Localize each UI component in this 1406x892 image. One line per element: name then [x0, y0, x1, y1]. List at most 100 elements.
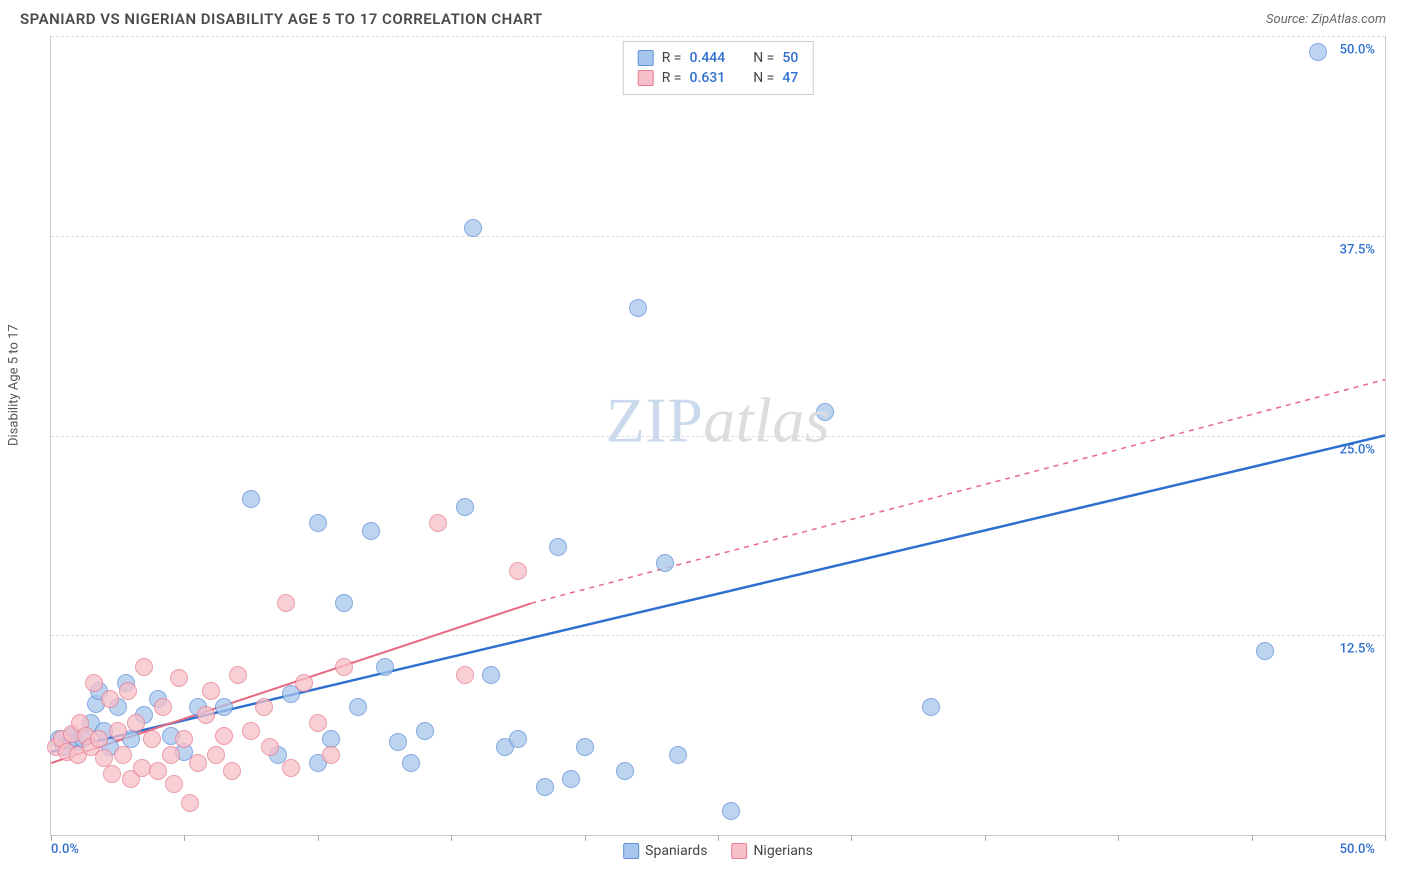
data-point	[656, 554, 674, 572]
data-point	[362, 522, 380, 540]
y-tick-label: 50.0%	[1340, 43, 1375, 58]
data-point	[181, 794, 199, 812]
data-point	[429, 514, 447, 532]
data-point	[456, 498, 474, 516]
correlation-scatter-chart: ZIPatlas R =0.444N =50R =0.631N =47 0.0%…	[50, 36, 1386, 836]
chart-source: Source: ZipAtlas.com	[1266, 12, 1386, 27]
data-point	[722, 802, 740, 820]
data-point	[127, 714, 145, 732]
data-point	[215, 698, 233, 716]
data-point	[162, 746, 180, 764]
data-point	[536, 778, 554, 796]
chart-title: SPANIARD VS NIGERIAN DISABILITY AGE 5 TO…	[20, 10, 543, 28]
data-point	[90, 730, 108, 748]
x-tick	[51, 835, 52, 841]
gridline	[51, 236, 1385, 237]
data-point	[456, 666, 474, 684]
legend-stat-row: R = 0.631 N = 47	[638, 68, 799, 88]
data-point	[197, 706, 215, 724]
data-point	[85, 674, 103, 692]
data-point	[295, 674, 313, 692]
data-point	[242, 722, 260, 740]
data-point	[629, 299, 647, 317]
data-point	[189, 754, 207, 772]
x-tick	[184, 835, 185, 841]
x-tick	[451, 835, 452, 841]
x-tick	[718, 835, 719, 841]
data-point	[669, 746, 687, 764]
n-value: 47	[782, 70, 798, 86]
data-point	[376, 658, 394, 676]
data-point	[482, 666, 500, 684]
data-point	[335, 594, 353, 612]
data-point	[101, 690, 119, 708]
legend-series-item: Spaniards	[623, 843, 707, 859]
gridline	[51, 635, 1385, 636]
data-point	[1309, 43, 1327, 61]
legend-stat-row: R =0.444N =50	[638, 48, 799, 68]
data-point	[309, 514, 327, 532]
data-point	[149, 762, 167, 780]
y-tick-label: 25.0%	[1340, 442, 1375, 457]
data-point	[135, 658, 153, 676]
series-legend: Spaniards Nigerians	[623, 843, 813, 859]
data-point	[143, 730, 161, 748]
legend-swatch	[623, 843, 639, 859]
data-point	[277, 594, 295, 612]
data-point	[242, 490, 260, 508]
data-point	[103, 765, 121, 783]
data-point	[335, 658, 353, 676]
data-point	[170, 669, 188, 687]
n-value: 50	[782, 50, 798, 66]
x-tick	[1118, 835, 1119, 841]
data-point	[175, 730, 193, 748]
n-label: N =	[753, 70, 774, 86]
data-point	[816, 403, 834, 421]
x-tick	[1385, 835, 1386, 841]
data-point	[309, 714, 327, 732]
r-value: 0.631	[690, 70, 726, 86]
gridline	[51, 36, 1385, 37]
data-point	[215, 727, 233, 745]
data-point	[119, 682, 137, 700]
data-point	[509, 562, 527, 580]
data-point	[114, 746, 132, 764]
r-value: 0.444	[690, 50, 726, 66]
legend-series-item: Nigerians	[731, 843, 812, 859]
data-point	[616, 762, 634, 780]
y-axis-label: Disability Age 5 to 17	[7, 324, 22, 446]
r-label: R =	[662, 50, 682, 66]
data-point	[282, 759, 300, 777]
data-point	[349, 698, 367, 716]
data-point	[154, 698, 172, 716]
data-point	[549, 538, 567, 556]
data-point	[223, 762, 241, 780]
y-tick-label: 37.5%	[1340, 242, 1375, 257]
data-point	[464, 219, 482, 237]
data-point	[322, 746, 340, 764]
gridline	[51, 436, 1385, 437]
data-point	[202, 682, 220, 700]
legend-series-label: Spaniards	[645, 843, 707, 859]
correlation-stats-legend: R = 0.444 N = 50 R = 0.631 N = 47	[623, 41, 814, 95]
y-tick-label: 12.5%	[1340, 642, 1375, 657]
x-tick	[1252, 835, 1253, 841]
x-tick	[851, 835, 852, 841]
data-point	[922, 698, 940, 716]
legend-swatch	[638, 70, 654, 86]
r-label: R =	[662, 70, 682, 86]
legend-swatch	[638, 50, 654, 66]
data-point	[389, 733, 407, 751]
data-point	[261, 738, 279, 756]
data-point	[576, 738, 594, 756]
data-point	[509, 730, 527, 748]
legend-series-label: Nigerians	[753, 843, 812, 859]
data-point	[207, 746, 225, 764]
data-point	[402, 754, 420, 772]
x-axis-min-label: 0.0%	[51, 842, 79, 857]
data-point	[229, 666, 247, 684]
x-tick	[585, 835, 586, 841]
data-point	[562, 770, 580, 788]
x-axis-max-label: 50.0%	[1340, 842, 1375, 857]
x-tick	[985, 835, 986, 841]
